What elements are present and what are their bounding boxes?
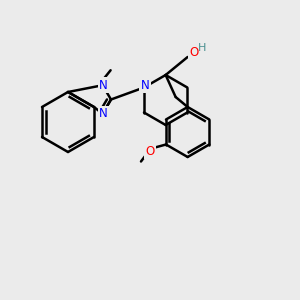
Text: N: N bbox=[99, 107, 108, 120]
Text: O: O bbox=[146, 145, 154, 158]
Text: N: N bbox=[99, 79, 108, 92]
Text: N: N bbox=[141, 79, 149, 92]
Text: O: O bbox=[189, 46, 198, 59]
Text: H: H bbox=[197, 43, 206, 53]
